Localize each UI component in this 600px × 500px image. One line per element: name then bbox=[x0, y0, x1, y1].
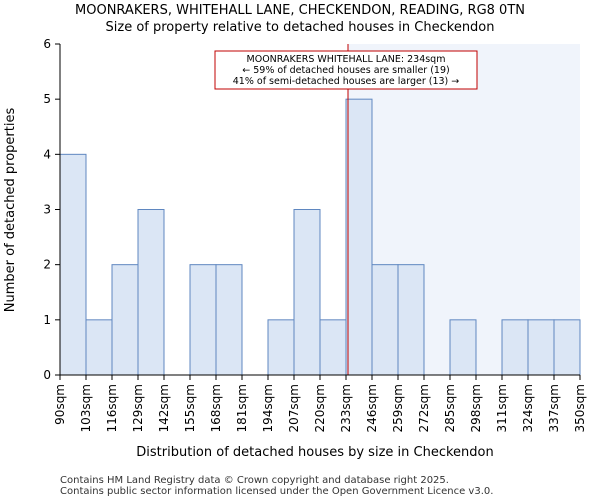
chart-title-line2: Size of property relative to detached ho… bbox=[106, 20, 495, 35]
x-tick-label: 324sqm bbox=[521, 384, 535, 432]
histogram-bar bbox=[397, 264, 425, 376]
histogram-bar bbox=[319, 319, 347, 376]
y-axis-label: Number of detached properties bbox=[3, 108, 18, 313]
x-tick-label: 350sqm bbox=[573, 384, 587, 432]
x-tick-label: 233sqm bbox=[339, 384, 353, 432]
y-tick-label: 3 bbox=[43, 203, 51, 217]
x-axis-label: Distribution of detached houses by size … bbox=[136, 445, 493, 460]
y-tick-label: 1 bbox=[43, 313, 51, 327]
y-tick-label: 4 bbox=[43, 147, 51, 161]
y-tick-label: 0 bbox=[43, 368, 51, 382]
histogram-bar bbox=[111, 264, 139, 376]
histogram-bar bbox=[215, 264, 243, 376]
x-tick-label: 207sqm bbox=[287, 384, 301, 432]
x-tick-label: 220sqm bbox=[313, 384, 327, 432]
x-tick-label: 142sqm bbox=[157, 384, 171, 432]
y-tick-label: 2 bbox=[43, 258, 51, 272]
x-tick-label: 298sqm bbox=[469, 384, 483, 432]
histogram-bar bbox=[501, 319, 529, 376]
annotation-line3: 41% of semi-detached houses are larger (… bbox=[233, 76, 460, 87]
footer-line2: Contains public sector information licen… bbox=[60, 486, 493, 497]
histogram-bar bbox=[85, 319, 113, 376]
x-tick-label: 259sqm bbox=[391, 384, 405, 432]
chart-title-line1: MOONRAKERS, WHITEHALL LANE, CHECKENDON, … bbox=[75, 3, 525, 18]
x-tick-label: 103sqm bbox=[79, 384, 93, 432]
histogram-bar bbox=[293, 209, 321, 376]
x-tick-label: 194sqm bbox=[261, 384, 275, 432]
histogram-bar bbox=[527, 319, 555, 376]
y-tick-label: 6 bbox=[43, 37, 51, 51]
histogram-bar bbox=[267, 319, 295, 376]
x-tick-label: 116sqm bbox=[105, 384, 119, 432]
footer-line1: Contains HM Land Registry data © Crown c… bbox=[60, 475, 449, 486]
histogram-bar bbox=[59, 153, 87, 376]
x-tick-label: 181sqm bbox=[235, 384, 249, 432]
plot-area: 0 1 2 3 4 5 6 90sqm 103sqm 116sqm 129sqm 142sqm 155s… bbox=[43, 37, 587, 432]
x-tick-label: 155sqm bbox=[183, 384, 197, 432]
x-tick-label: 129sqm bbox=[131, 384, 145, 432]
histogram-bar bbox=[553, 319, 581, 376]
x-tick-label: 285sqm bbox=[443, 384, 457, 432]
annotation-line1: MOONRAKERS WHITEHALL LANE: 234sqm bbox=[247, 54, 446, 65]
x-tick-label: 272sqm bbox=[417, 384, 431, 432]
histogram-bar bbox=[371, 264, 399, 376]
x-tick-label: 90sqm bbox=[53, 384, 67, 425]
annotation-line2: ← 59% of detached houses are smaller (19… bbox=[242, 65, 449, 76]
y-tick-label: 5 bbox=[43, 92, 51, 106]
histogram-bar bbox=[345, 98, 373, 376]
x-tick-label: 337sqm bbox=[547, 384, 561, 432]
histogram-bar bbox=[449, 319, 477, 376]
annotation-box bbox=[214, 50, 478, 90]
histogram-bar bbox=[189, 264, 217, 376]
x-tick-label: 246sqm bbox=[365, 384, 379, 432]
x-tick-label: 311sqm bbox=[495, 384, 509, 432]
x-tick-label: 168sqm bbox=[209, 384, 223, 432]
histogram-bar bbox=[137, 209, 165, 376]
